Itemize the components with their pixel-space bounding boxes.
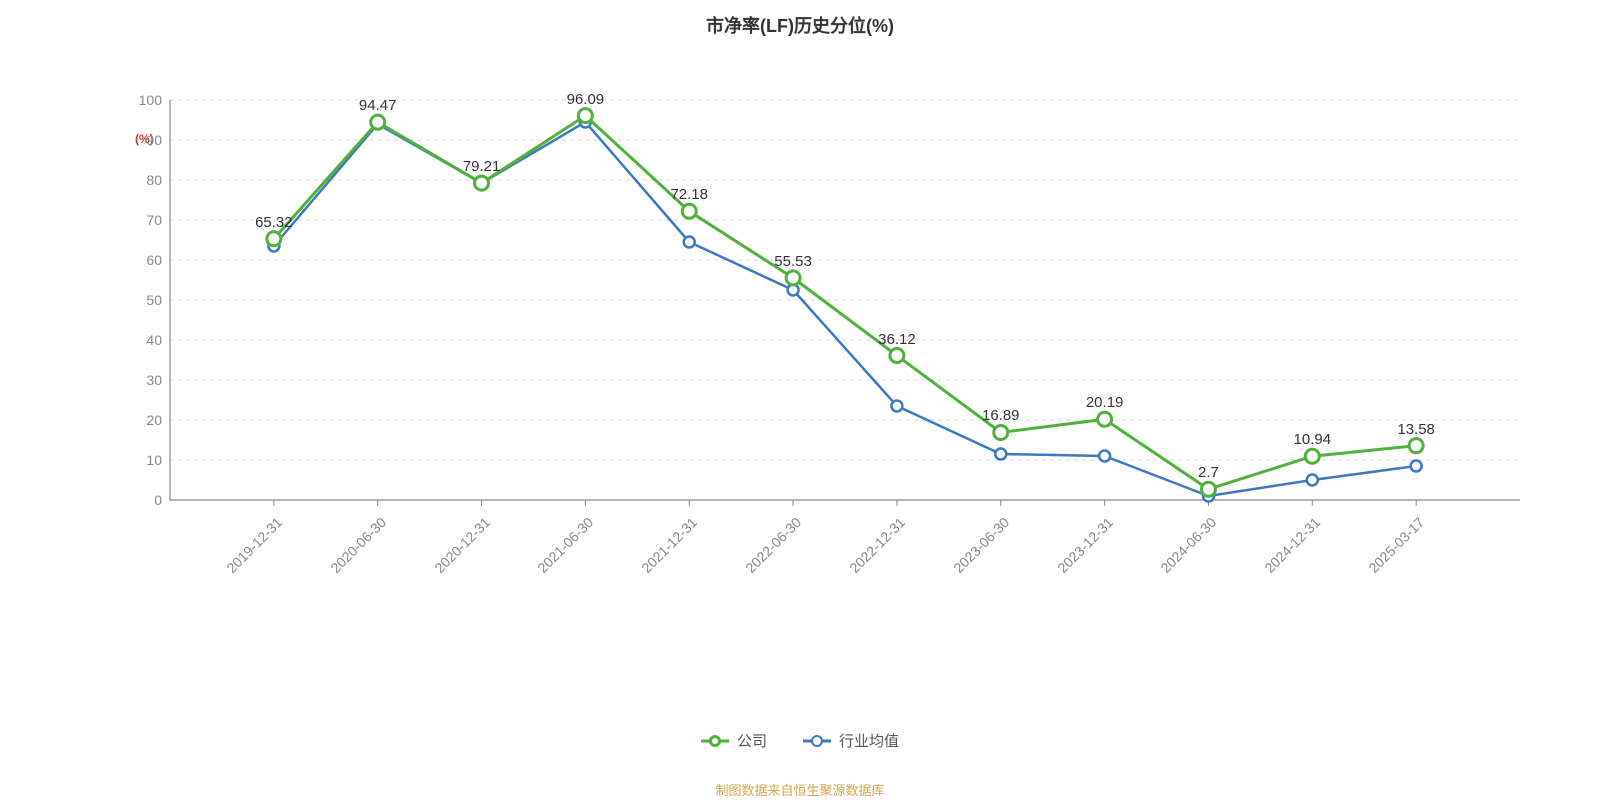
data-point-label: 65.32 bbox=[255, 214, 293, 231]
data-point-label: 16.89 bbox=[982, 407, 1020, 424]
plot-svg bbox=[0, 0, 1600, 800]
data-point-label: 2.7 bbox=[1198, 464, 1219, 481]
data-point-label: 94.47 bbox=[359, 97, 397, 114]
data-point-label: 36.12 bbox=[878, 331, 916, 348]
chart-footer: 制图数据来自恒生聚源数据库 bbox=[0, 780, 1600, 799]
y-tick-label: 60 bbox=[128, 252, 162, 268]
data-point-label: 72.18 bbox=[670, 186, 708, 203]
y-tick-label: 100 bbox=[128, 92, 162, 108]
legend-swatch bbox=[803, 734, 831, 748]
y-tick-label: 40 bbox=[128, 332, 162, 348]
legend-item[interactable]: 行业均值 bbox=[803, 730, 899, 751]
y-tick-label: 20 bbox=[128, 412, 162, 428]
pb-percentile-chart: 市净率(LF)历史分位(%) (%) 公司行业均值 制图数据来自恒生聚源数据库 … bbox=[0, 0, 1600, 800]
y-tick-label: 90 bbox=[128, 132, 162, 148]
y-tick-label: 70 bbox=[128, 212, 162, 228]
legend-swatch bbox=[701, 734, 729, 748]
y-tick-label: 30 bbox=[128, 372, 162, 388]
y-tick-label: 80 bbox=[128, 172, 162, 188]
y-tick-label: 50 bbox=[128, 292, 162, 308]
y-tick-label: 0 bbox=[128, 492, 162, 508]
legend: 公司 行业均值 bbox=[0, 730, 1600, 751]
legend-label: 行业均值 bbox=[839, 730, 899, 751]
data-point-label: 79.21 bbox=[463, 158, 501, 175]
data-point-label: 10.94 bbox=[1294, 431, 1332, 448]
data-point-label: 13.58 bbox=[1397, 421, 1435, 438]
legend-item[interactable]: 公司 bbox=[701, 730, 767, 751]
y-tick-label: 10 bbox=[128, 452, 162, 468]
data-point-label: 20.19 bbox=[1086, 394, 1124, 411]
data-point-label: 96.09 bbox=[567, 91, 605, 108]
data-point-label: 55.53 bbox=[774, 253, 812, 270]
legend-label: 公司 bbox=[737, 730, 767, 751]
